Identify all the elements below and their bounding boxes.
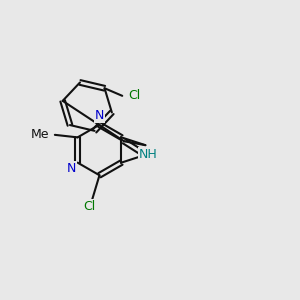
Text: N: N [67,162,76,175]
Text: N: N [95,109,104,122]
Text: Me: Me [30,128,49,141]
Text: Cl: Cl [128,89,140,102]
Text: Cl: Cl [83,200,95,213]
Text: NH: NH [139,148,158,160]
